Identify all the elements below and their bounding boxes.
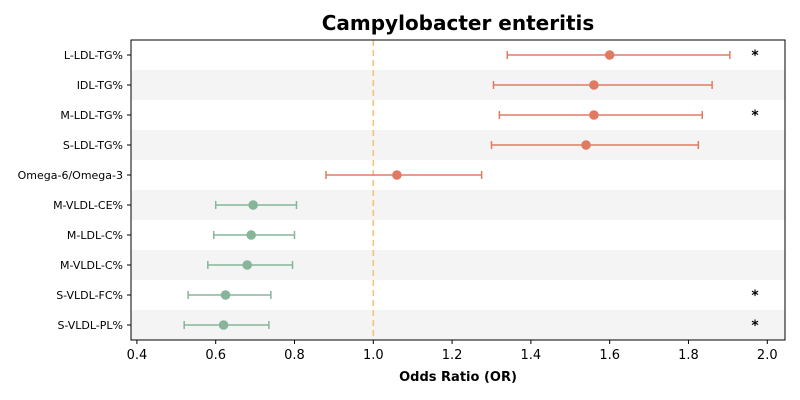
data-marks xyxy=(183,50,731,330)
category-label: S-VLDL-PL% xyxy=(57,319,123,332)
x-tick-label: 0.4 xyxy=(127,348,148,363)
chart-title: Campylobacter enteritis xyxy=(322,11,595,35)
or-point xyxy=(604,50,615,60)
x-tick-label: 2.0 xyxy=(757,348,778,363)
or-point xyxy=(581,140,591,150)
x-tick-label: 0.6 xyxy=(205,348,226,363)
x-axis: 0.4 0.6 0.8 1.0 1.2 1.4 1.6 1.8 2.0 xyxy=(127,340,778,363)
or-point xyxy=(246,230,256,240)
or-point xyxy=(589,80,599,90)
x-tick-label: 1.6 xyxy=(599,348,620,363)
category-label: M-LDL-TG% xyxy=(60,109,123,122)
significance-label: * xyxy=(751,48,759,64)
significance-labels: * * * * xyxy=(751,48,759,334)
category-label: M-VLDL-C% xyxy=(60,259,123,272)
category-label: M-LDL-C% xyxy=(67,229,123,242)
x-tick-label: 0.8 xyxy=(284,348,305,363)
significance-label: * xyxy=(751,108,759,124)
category-labels: L-LDL-TG% IDL-TG% M-LDL-TG% S-LDL-TG% Omega-… xyxy=(18,49,131,332)
or-point xyxy=(218,320,229,330)
x-tick-label: 1.2 xyxy=(442,348,463,363)
or-point xyxy=(392,170,402,180)
category-label: S-LDL-TG% xyxy=(63,139,123,152)
plot-frame xyxy=(130,39,786,341)
category-label: IDL-TG% xyxy=(77,79,123,92)
x-tick-label: 1.4 xyxy=(521,348,542,363)
category-label: Omega-6/Omega-3 xyxy=(18,169,123,182)
category-label: L-LDL-TG% xyxy=(64,49,123,62)
category-label: S-VLDL-FC% xyxy=(56,289,123,302)
x-tick-label: 1.0 xyxy=(363,348,384,363)
or-point xyxy=(589,110,599,120)
category-label: M-VLDL-CE% xyxy=(53,199,123,212)
x-axis-title: Odds Ratio (OR) xyxy=(399,370,517,385)
significance-label: * xyxy=(751,318,759,334)
significance-label: * xyxy=(751,288,759,304)
x-tick-label: 1.8 xyxy=(678,348,699,363)
or-point xyxy=(220,290,231,300)
or-point xyxy=(242,260,253,270)
or-point xyxy=(248,200,258,210)
